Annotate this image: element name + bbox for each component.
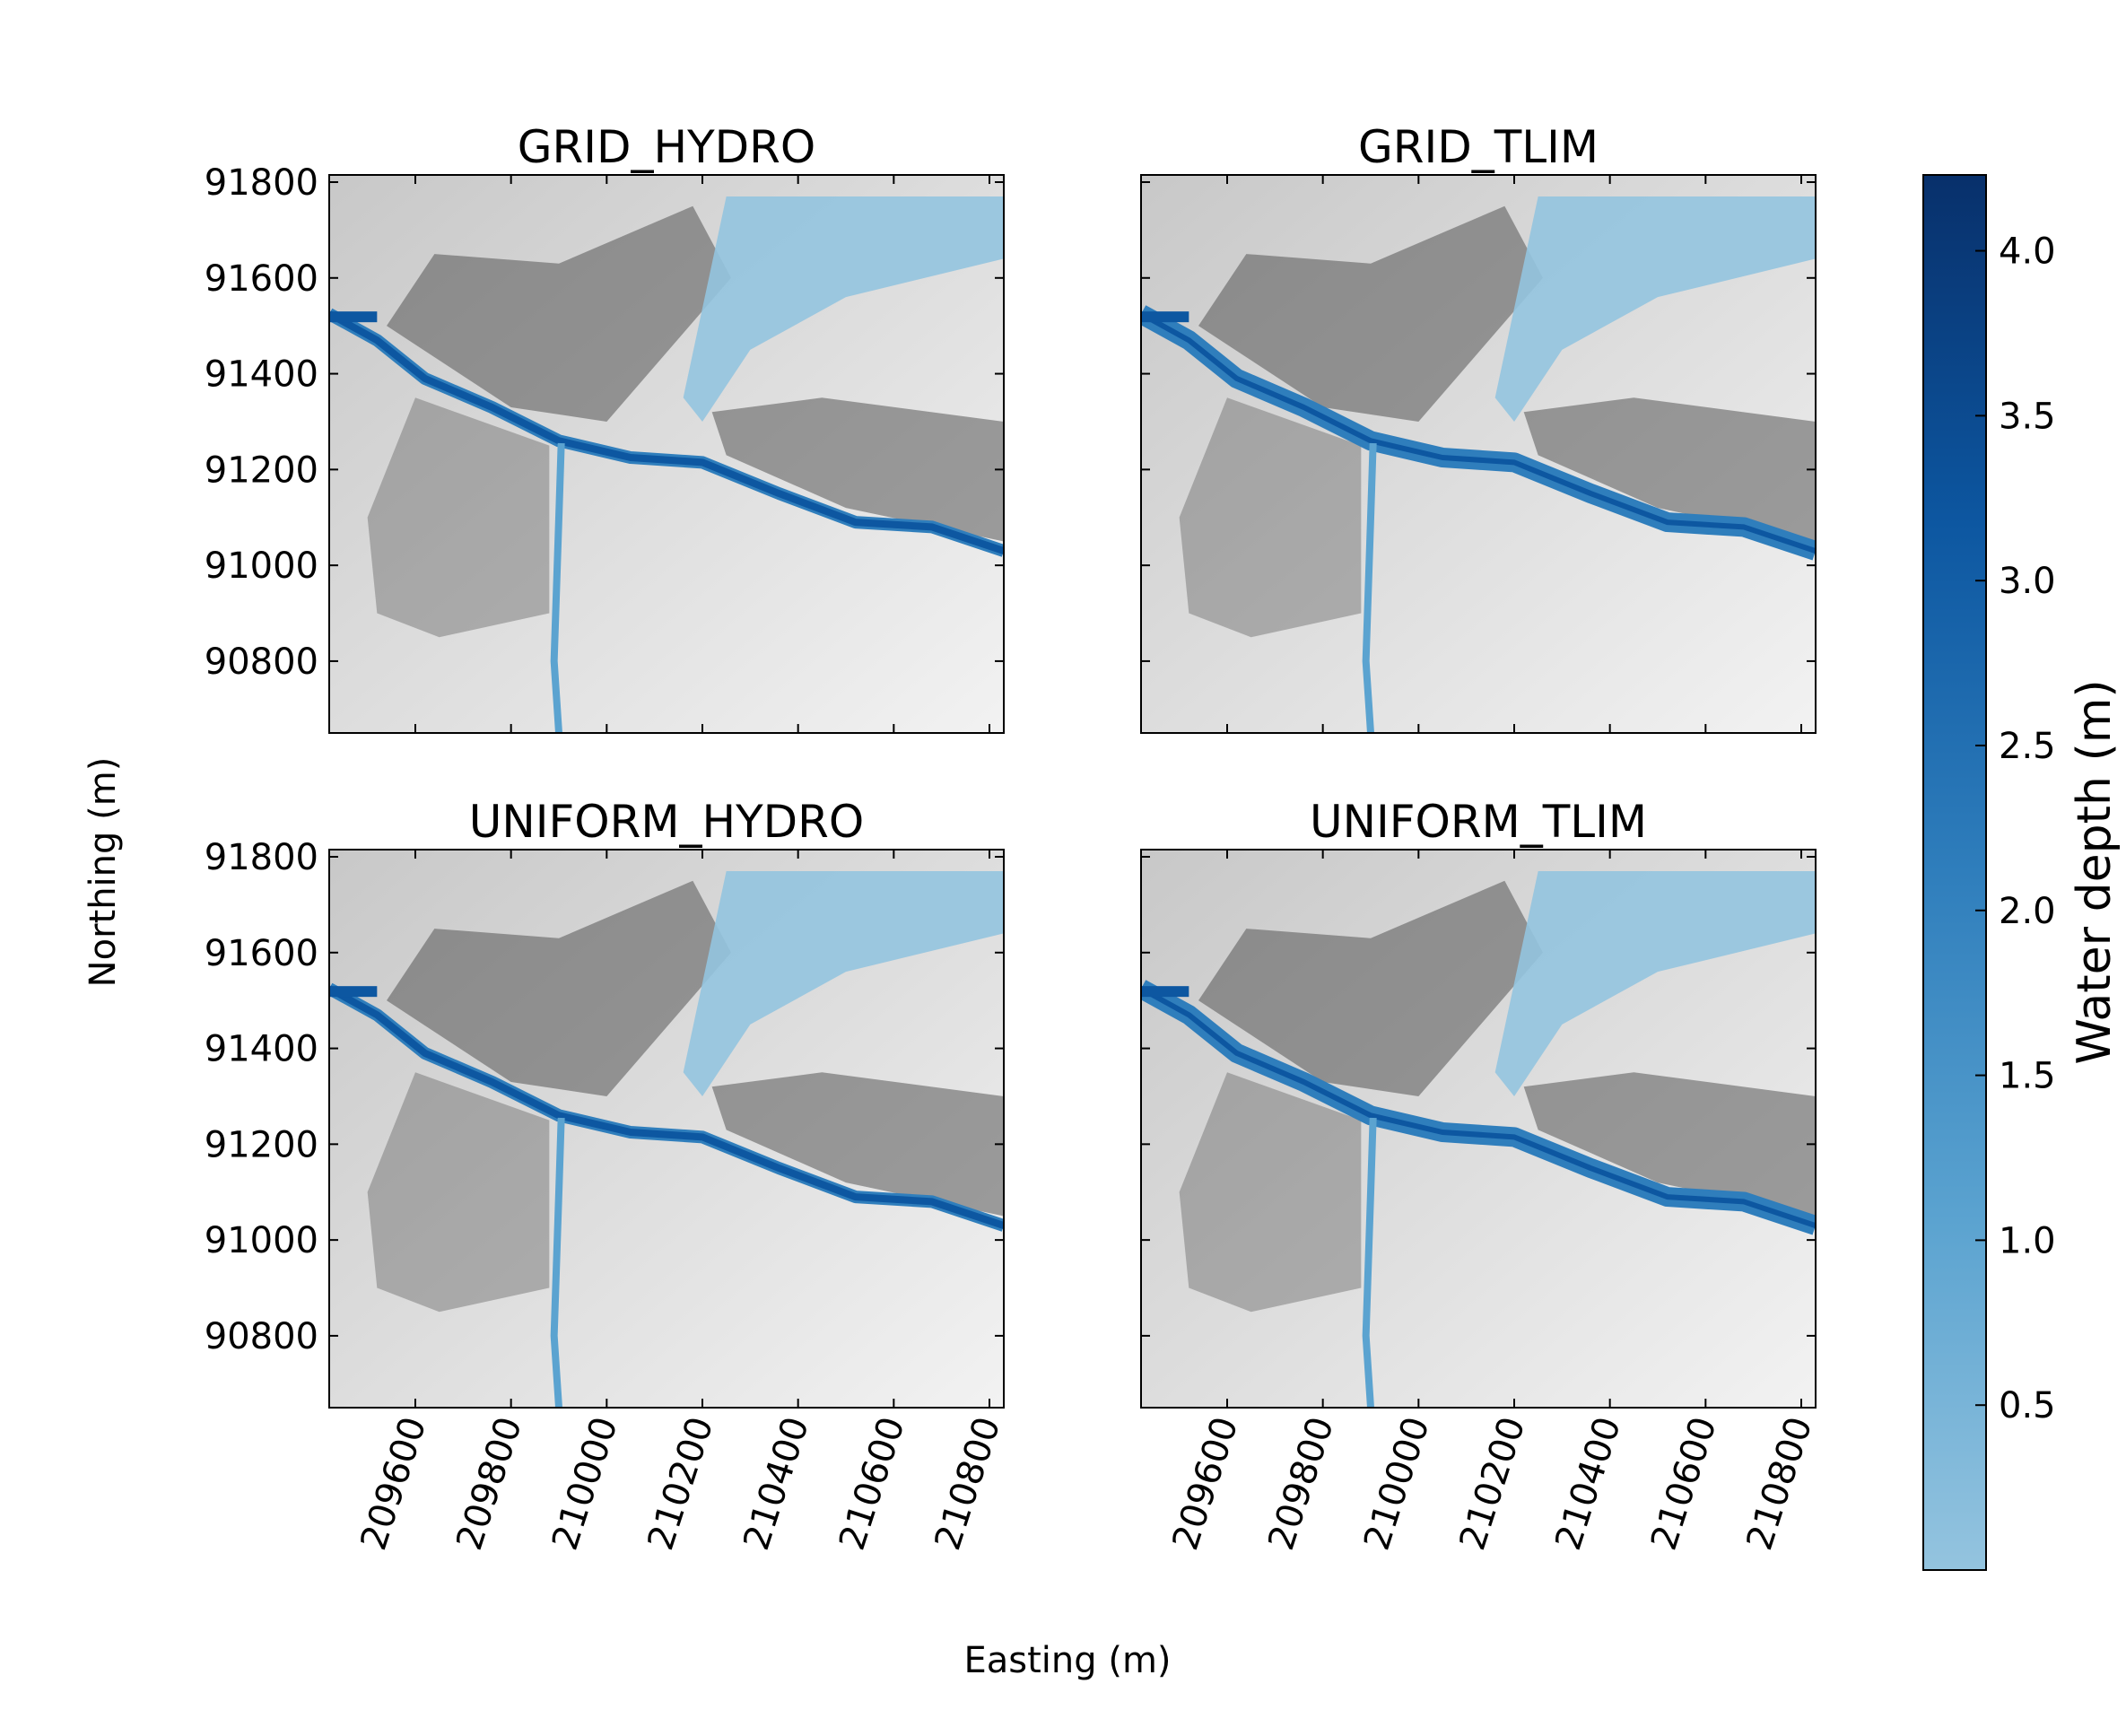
terrain-ridge-north	[1198, 880, 1543, 1096]
x-tick-label: 209600	[1165, 1412, 1247, 1555]
colorbar-label: Water depth (m)	[2068, 679, 2122, 1064]
x-tick-label: 210400	[1547, 1412, 1629, 1555]
x-tick-label: 210800	[1739, 1412, 1821, 1555]
terrain-ridge-east	[711, 1072, 1004, 1217]
floodplain	[1494, 196, 1816, 422]
axes-frame	[1140, 174, 1817, 734]
y-tick-label: 90800	[205, 641, 318, 683]
inflow-boundary	[329, 986, 378, 998]
y-tick-label: 91200	[205, 1124, 318, 1165]
axes-frame	[1140, 849, 1817, 1409]
river-core	[1141, 986, 1816, 1228]
terrain-ridge-north	[387, 880, 731, 1096]
colorbar-tick-label: 1.5	[1999, 1056, 2056, 1097]
terrain-slope-west	[1179, 1072, 1362, 1313]
panel-title: UNIFORM_TLIM	[1310, 796, 1647, 848]
x-tick-label: 209800	[1260, 1412, 1342, 1555]
y-tick-label: 91000	[205, 1220, 318, 1261]
x-tick-label: 210600	[1643, 1412, 1725, 1555]
river-core	[1141, 311, 1816, 554]
panel-3: UNIFORM_HYDRO 91800 91600 91400 91200 91000 90…	[205, 796, 1009, 1555]
colorbar-tick-label: 1.0	[1999, 1220, 2056, 1261]
x-tick-label: 209800	[449, 1412, 530, 1555]
terrain-slope-west	[367, 397, 550, 638]
x-tick-label: 210800	[928, 1412, 1009, 1555]
x-tick-label: 210200	[640, 1412, 722, 1555]
colorbar-gradient	[1922, 174, 1987, 1571]
terrain-ridge-east	[1523, 1072, 1816, 1217]
x-tick-label: 210000	[1356, 1412, 1438, 1555]
terrain-ridge-north	[387, 205, 731, 422]
tributary-channel	[550, 442, 565, 733]
terrain-ridge-east	[1523, 397, 1816, 542]
y-tick-label: 91800	[205, 837, 318, 878]
axes-frame	[328, 849, 1005, 1409]
colorbar-tick-label: 3.0	[1999, 561, 2056, 602]
y-tick-label: 91400	[205, 1029, 318, 1070]
panel-1: GRID_HYDRO 91800 91600 91400 91200 91000 90800	[205, 121, 1005, 734]
colorbar: 4.0 3.5 3.0 2.5 2.0 1.5 1.0 0.5 Water depth (m)	[1922, 174, 2122, 1571]
panel-2: GRID_TLIM	[1140, 121, 1817, 734]
river-core	[329, 310, 1004, 554]
terrain-slope-west	[1179, 397, 1362, 638]
y-axis-label: Northing (m)	[83, 757, 124, 988]
y-tick-label: 91200	[205, 449, 318, 491]
panel-title: GRID_TLIM	[1358, 121, 1599, 173]
x-tick-label: 209600	[353, 1412, 435, 1555]
panel-4: UNIFORM_TLIM 209600 209800 210000 210200 2104…	[1140, 796, 1821, 1555]
colorbar-tick-label: 2.5	[1999, 726, 2056, 767]
river-core	[329, 985, 1004, 1229]
tributary-channel	[550, 1117, 565, 1408]
colorbar-tick-label: 0.5	[1999, 1385, 2056, 1426]
x-tick-label: 210000	[545, 1412, 626, 1555]
inflow-boundary	[329, 311, 378, 323]
x-tick-label: 210200	[1452, 1412, 1534, 1555]
floodplain	[1494, 871, 1816, 1096]
terrain-ridge-north	[1198, 205, 1543, 422]
x-tick-label: 210400	[736, 1412, 817, 1555]
y-tick-label: 91800	[205, 162, 318, 204]
floodplain	[683, 196, 1004, 422]
x-tick-label: 210600	[832, 1412, 913, 1555]
terrain-ridge-east	[711, 397, 1004, 542]
x-axis-label: Easting (m)	[963, 1640, 1171, 1681]
colorbar-tick-label: 3.5	[1999, 396, 2056, 437]
panel-title: GRID_HYDRO	[518, 121, 815, 173]
floodplain	[683, 871, 1004, 1096]
panel-title: UNIFORM_HYDRO	[469, 796, 864, 848]
y-tick-label: 91600	[205, 933, 318, 974]
inflow-boundary	[1141, 311, 1189, 323]
y-tick-label: 91600	[205, 258, 318, 300]
y-tick-label: 91000	[205, 545, 318, 587]
colorbar-tick-label: 4.0	[1999, 231, 2056, 273]
terrain-slope-west	[367, 1072, 550, 1313]
y-tick-label: 91400	[205, 354, 318, 396]
tributary-channel	[1362, 1117, 1377, 1408]
inflow-boundary	[1141, 986, 1189, 998]
y-tick-label: 90800	[205, 1316, 318, 1357]
colorbar-tick-label: 2.0	[1999, 891, 2056, 932]
axes-frame	[328, 174, 1005, 734]
tributary-channel	[1362, 442, 1377, 733]
